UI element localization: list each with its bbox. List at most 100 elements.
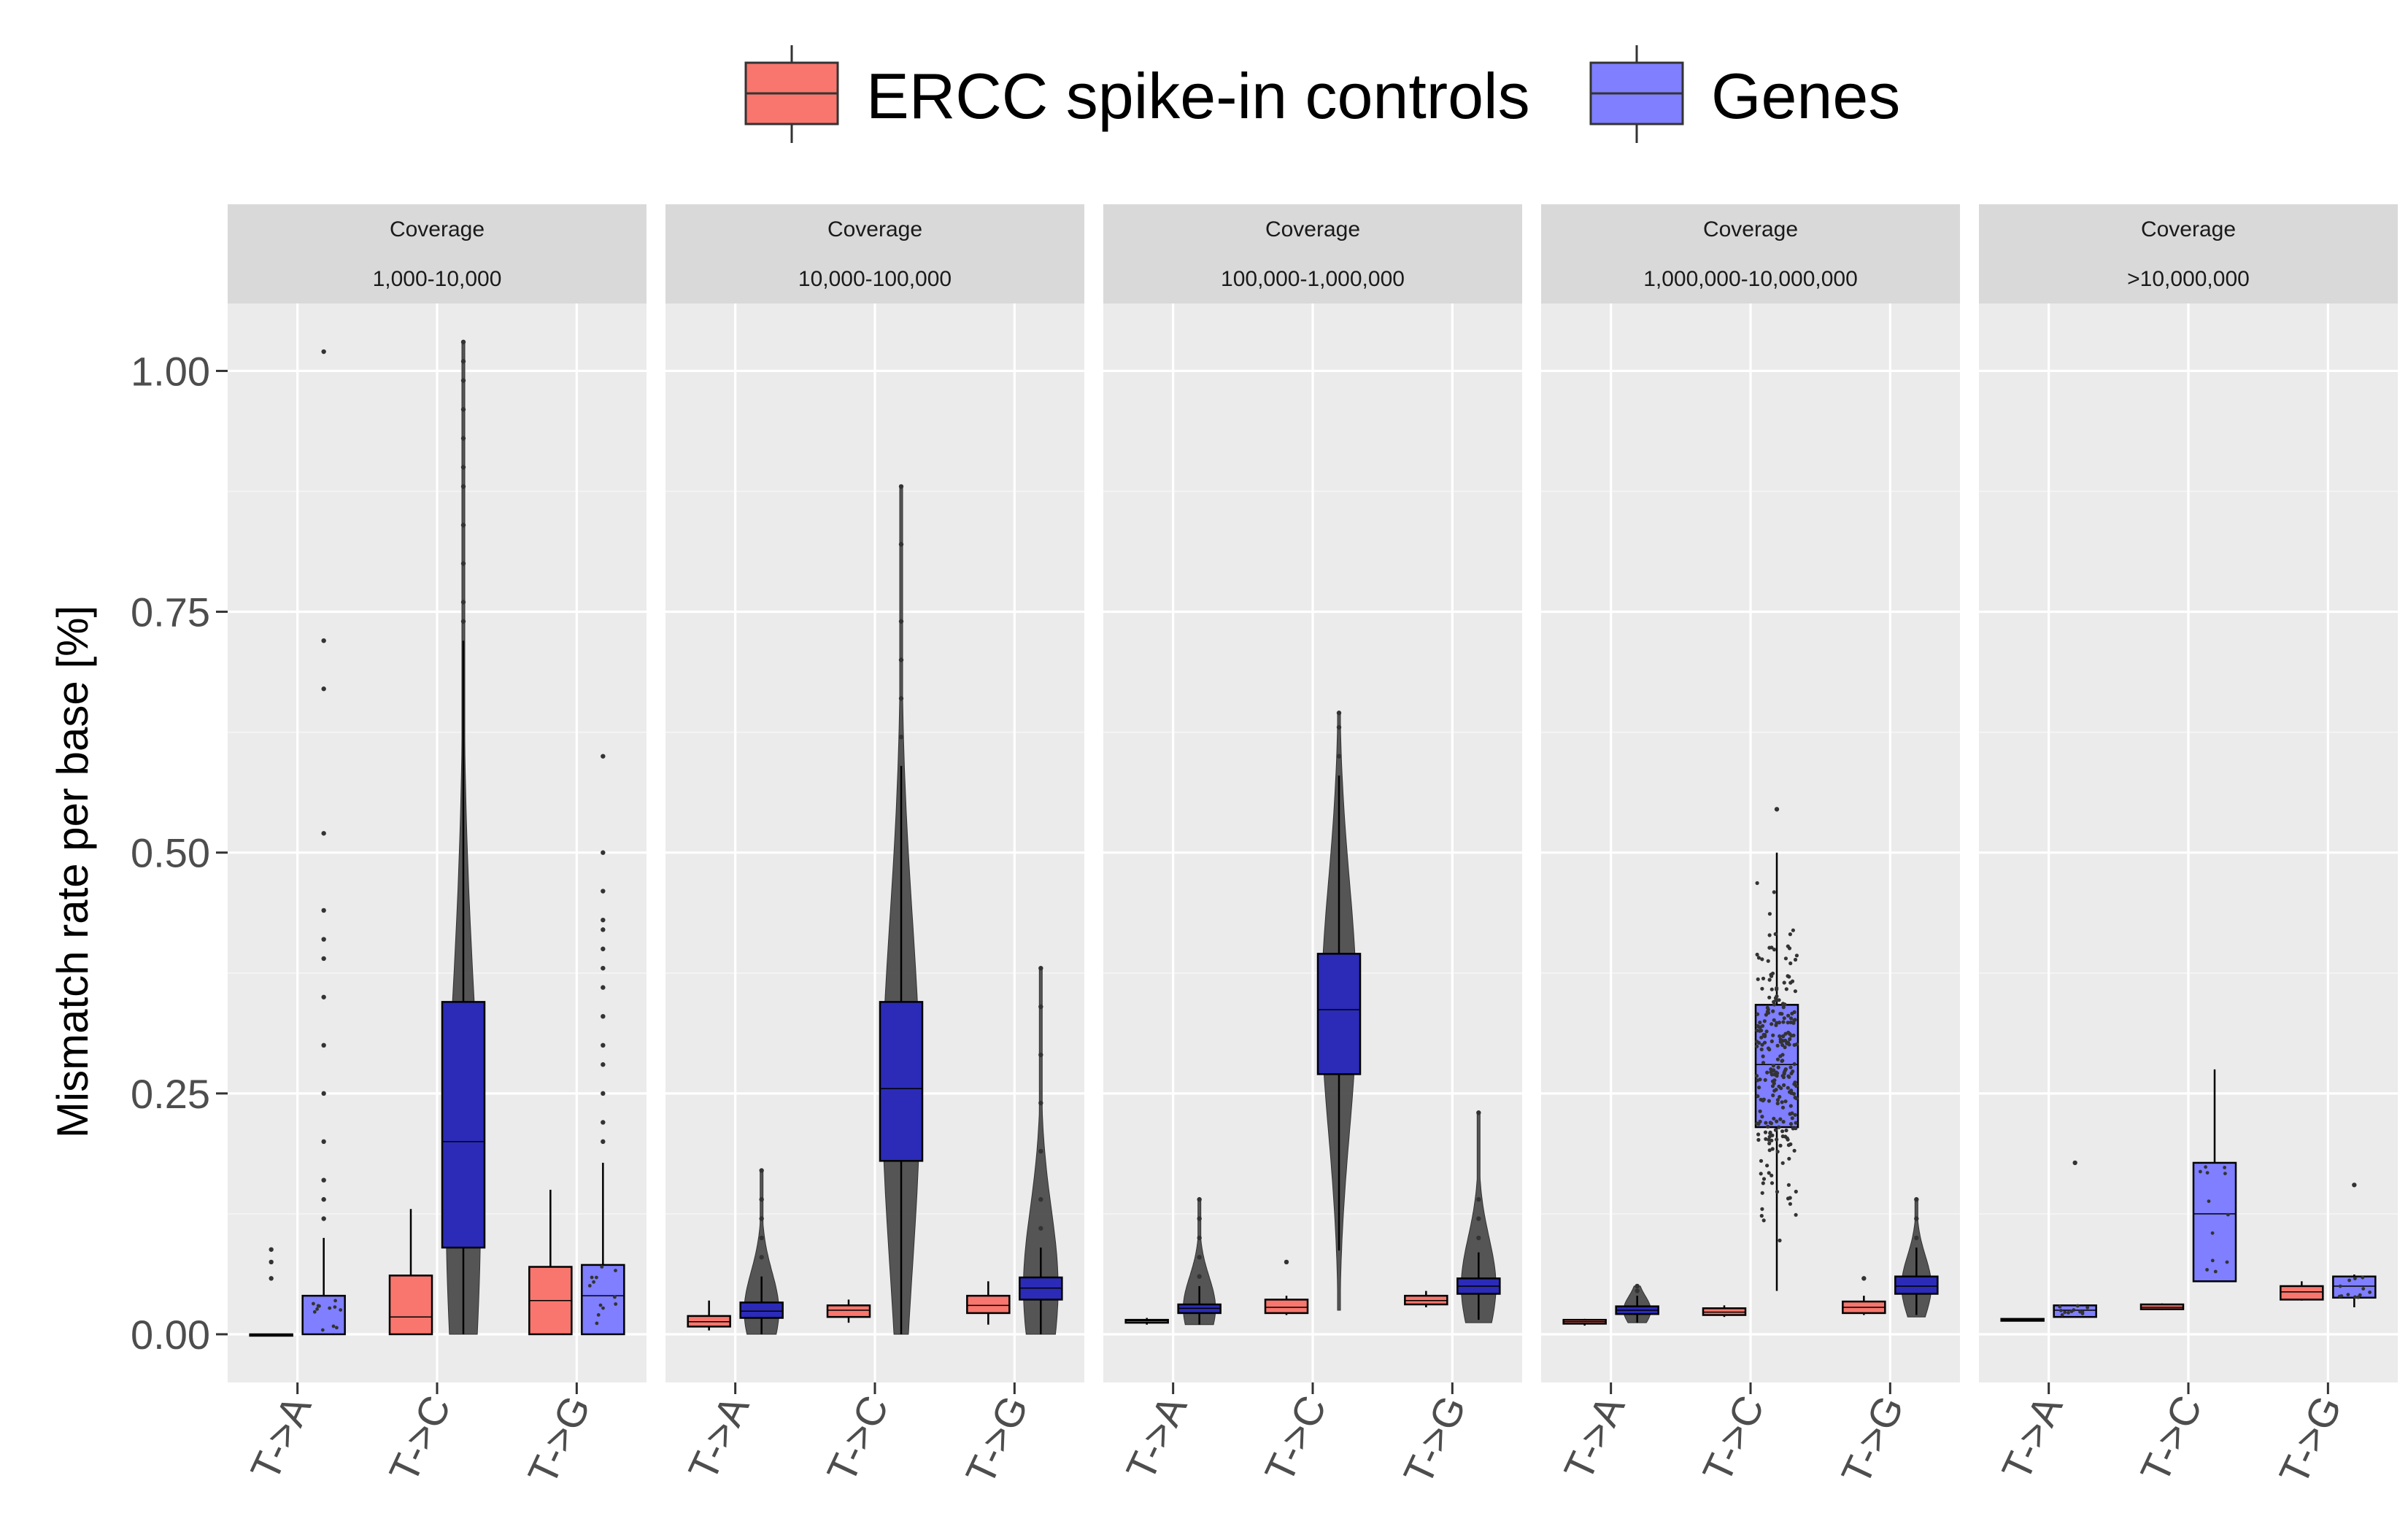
data-point: [1770, 1181, 1775, 1185]
data-point: [1764, 1137, 1768, 1141]
data-point: [1783, 1067, 1788, 1072]
outlier-point: [1635, 1288, 1640, 1293]
ercc-box: [1842, 1276, 1886, 1315]
data-point: [1788, 1112, 1792, 1116]
outlier-point: [321, 349, 326, 355]
data-point: [1763, 1130, 1768, 1134]
outlier-point: [460, 407, 466, 412]
data-point: [1788, 1104, 1793, 1108]
genes-box: [581, 754, 625, 1336]
data-point: [1757, 1025, 1761, 1029]
data-point: [1765, 1070, 1770, 1075]
data-point: [1794, 1126, 1798, 1131]
data-point: [1772, 890, 1776, 894]
data-point: [1775, 1150, 1780, 1154]
ercc-box: [966, 1281, 1011, 1325]
data-point: [1788, 961, 1793, 966]
data-point: [1779, 1040, 1783, 1044]
outlier-point: [1284, 1259, 1289, 1265]
data-point: [1775, 1074, 1779, 1078]
data-point: [1768, 1121, 1772, 1125]
data-point: [2353, 1295, 2357, 1299]
data-point: [1772, 1002, 1777, 1007]
data-point: [1772, 1018, 1776, 1022]
data-point: [1759, 1158, 1764, 1163]
outlier-point: [898, 484, 904, 490]
x-tick-label: T->G: [1394, 1388, 1475, 1491]
data-point: [1770, 987, 1774, 991]
outlier-point: [321, 638, 326, 643]
box-iqr: [1264, 1299, 1309, 1315]
data-point: [1794, 1189, 1798, 1194]
box-iqr: [1316, 953, 1362, 1075]
outlier-point: [898, 619, 904, 624]
facet-strip: [1103, 204, 1522, 303]
data-point: [1781, 1020, 1786, 1024]
x-tick-label: T->C: [1694, 1388, 1773, 1489]
data-point: [1774, 1023, 1778, 1027]
outlier-point: [460, 600, 466, 605]
facet-strip: [228, 204, 647, 303]
genes-box: [739, 1168, 784, 1335]
data-point: [2060, 1313, 2064, 1317]
outlier-point: [1861, 1276, 1867, 1281]
outlier-point: [321, 686, 326, 692]
outlier-point: [759, 1255, 764, 1260]
facet-strip-label: 1,000-10,000: [373, 267, 502, 291]
data-point: [1789, 1089, 1794, 1094]
data-point: [1777, 1021, 1781, 1025]
outlier-point: [601, 1120, 606, 1125]
data-point: [1764, 1121, 1768, 1125]
data-point: [2085, 1306, 2090, 1309]
data-point: [1767, 1099, 1771, 1103]
data-point: [614, 1302, 618, 1306]
facet-strip-header: Coverage: [1265, 217, 1360, 241]
box-iqr: [301, 1294, 346, 1336]
data-point: [1773, 932, 1778, 936]
data-point: [1780, 1129, 1785, 1134]
data-point: [335, 1326, 339, 1330]
data-point: [1788, 1065, 1793, 1069]
x-tick-label: T->A: [1117, 1388, 1196, 1487]
data-point: [1792, 1148, 1797, 1153]
data-point: [1756, 1137, 1761, 1142]
data-point: [1770, 1138, 1774, 1142]
data-point: [1767, 978, 1772, 982]
ercc-box: [2000, 1318, 2045, 1322]
data-point: [2353, 1277, 2357, 1280]
data-point: [1792, 1010, 1797, 1014]
outlier-point: [898, 696, 904, 701]
outlier-point: [898, 541, 904, 547]
data-point: [1780, 1059, 1784, 1063]
data-point: [2223, 1166, 2227, 1169]
data-point: [1777, 998, 1781, 1002]
data-point: [1763, 1032, 1767, 1037]
outlier-point: [601, 1042, 606, 1048]
outlier-point: [759, 1168, 764, 1173]
outlier-point: [321, 1042, 326, 1048]
data-point: [1758, 1109, 1762, 1113]
data-point: [1759, 1214, 1764, 1218]
box-iqr: [1894, 1275, 1939, 1295]
outlier-point: [460, 465, 466, 470]
data-point: [1780, 1105, 1786, 1110]
data-point: [1786, 1086, 1790, 1090]
genes-box: [1316, 711, 1362, 1311]
data-point: [1792, 1062, 1797, 1067]
data-point: [1771, 1033, 1775, 1037]
data-point: [2361, 1287, 2366, 1291]
x-tick-label: T->G: [519, 1388, 599, 1491]
genes-box: [2192, 1069, 2237, 1283]
data-point: [2205, 1171, 2210, 1175]
data-point: [1767, 1148, 1772, 1153]
facet-strip-label: 10,000-100,000: [798, 267, 952, 291]
data-point: [2207, 1199, 2211, 1203]
data-point: [1794, 1084, 1799, 1088]
data-point: [2339, 1294, 2344, 1298]
data-point: [1778, 1094, 1782, 1099]
data-point: [1785, 1136, 1789, 1140]
outlier-point: [601, 946, 606, 951]
data-point: [1771, 1064, 1775, 1068]
data-point: [1760, 957, 1764, 962]
